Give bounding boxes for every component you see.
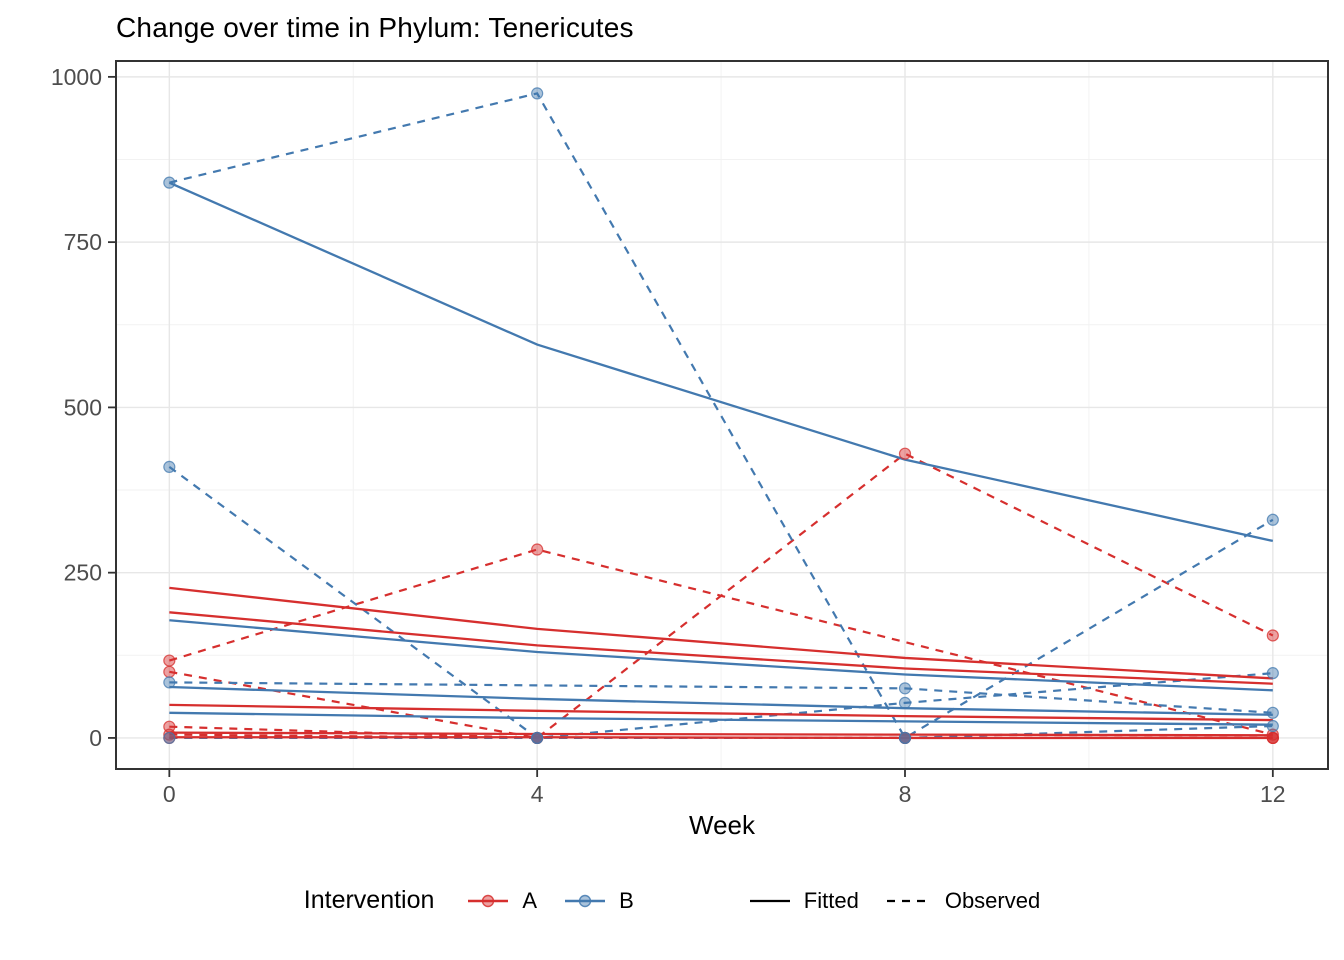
legend-item-intervention-b: B [563,888,634,914]
observed-point-B2 [1266,667,1279,680]
observed-point-A5 [1266,731,1279,745]
fitted-line-B1 [168,181,1274,543]
observed-point-B4 [163,731,176,745]
observed-point-A2 [898,447,912,460]
fitted-line-A5 [169,736,1273,740]
legend-item-intervention-a: A [466,888,537,914]
observed-point-A2 [1266,629,1279,642]
observed-point-B4 [1266,719,1279,733]
fitted-line-A2 [169,611,1273,685]
fitted-line-A4 [169,731,1273,737]
legend: Intervention A B Fitted [0,886,1344,915]
observed-point-A1 [531,543,544,556]
observed-points [163,87,1279,745]
fitted-line-A1 [169,586,1273,680]
observed-line-A2 [169,452,1274,740]
observed-point-B1 [531,87,544,100]
panel-border [115,60,1329,770]
fitted-line-B3 [169,685,1273,716]
legend-key-a-icon [468,894,509,907]
y-tick-label: 1000 [51,64,102,90]
legend-item-fitted: Fitted [748,888,859,914]
fitted-line-B4 [169,711,1273,726]
observed-point-A4 [163,728,176,741]
observed-line-B3 [169,681,1273,714]
legend-item-observed: Observed [885,888,1040,914]
fitted-lines [168,181,1274,740]
legend-key-fitted-icon [749,899,790,902]
observed-point-B2 [163,460,176,473]
fitted-line-B2 [169,619,1273,692]
observed-point-B1 [1266,513,1279,526]
observed-line-B2 [168,466,1273,740]
observed-point-B1 [163,176,176,189]
legend-label-a: A [522,887,538,913]
legend-label-fitted: Fitted [803,887,859,913]
chart-title: Change over time in Phylum: Tenericutes [116,12,634,43]
legend-key-observed-icon [886,899,931,902]
observed-point-B4 [898,731,912,745]
x-axis-label: Week [689,810,755,840]
observed-point-B2 [898,696,912,709]
legend-label-b: B [619,887,634,913]
y-tick-label: 500 [64,394,102,420]
observed-point-A2 [163,665,176,678]
panel-background [116,61,1328,769]
plot-panel: 0 4 8 12 0 250 500 750 1000 [51,60,1329,807]
observed-point-B3 [898,682,912,695]
x-tick-label: 0 [163,781,176,807]
y-tick-label: 0 [89,725,102,751]
observed-point-A1 [163,654,176,667]
y-tick-label: 750 [64,229,102,255]
observed-point-B3 [163,676,176,689]
y-tick-label: 250 [64,560,102,586]
x-tick-label: 4 [531,781,544,807]
legend-title: Intervention [303,886,435,914]
x-tick-label: 12 [1260,781,1286,807]
observed-point-A1 [1266,728,1279,741]
fitted-line-A3 [169,703,1273,722]
x-tick-label: 8 [899,781,912,807]
legend-label-observed: Observed [944,887,1041,913]
observed-point-B3 [1266,706,1279,719]
observed-point-B4 [531,731,544,745]
legend-key-b-icon [565,894,606,907]
